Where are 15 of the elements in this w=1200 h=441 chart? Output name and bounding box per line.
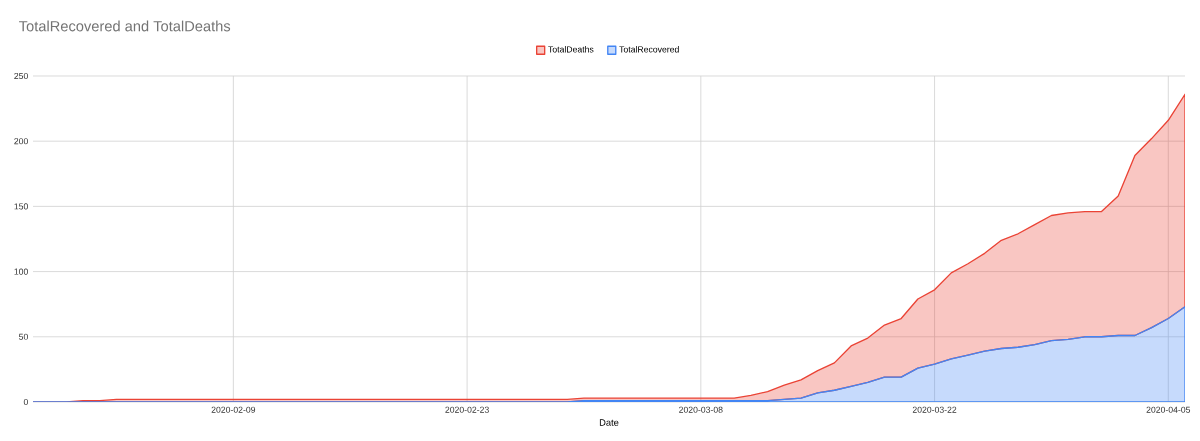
y-tick-label: 0 — [23, 398, 28, 406]
x-axis-title: Date — [599, 419, 619, 426]
x-tick-label: 2020-02-23 — [445, 406, 489, 413]
legend-label: TotalDeaths — [548, 46, 594, 53]
y-tick-label: 150 — [14, 203, 28, 210]
y-tick-label: 200 — [14, 138, 28, 145]
chart-title: TotalRecovered and TotalDeaths — [19, 20, 231, 32]
x-tick-label: 2020-03-08 — [679, 406, 723, 413]
y-tick-label: 50 — [19, 333, 28, 340]
legend-label: TotalRecovered — [619, 46, 679, 53]
x-tick-label: 2020-03-22 — [912, 406, 957, 413]
y-tick-label: 100 — [14, 268, 28, 275]
y-tick-label: 250 — [14, 72, 28, 80]
x-tick-label: 2020-04-05 — [1146, 406, 1191, 413]
x-tick-label: 2020-02-09 — [211, 406, 256, 413]
